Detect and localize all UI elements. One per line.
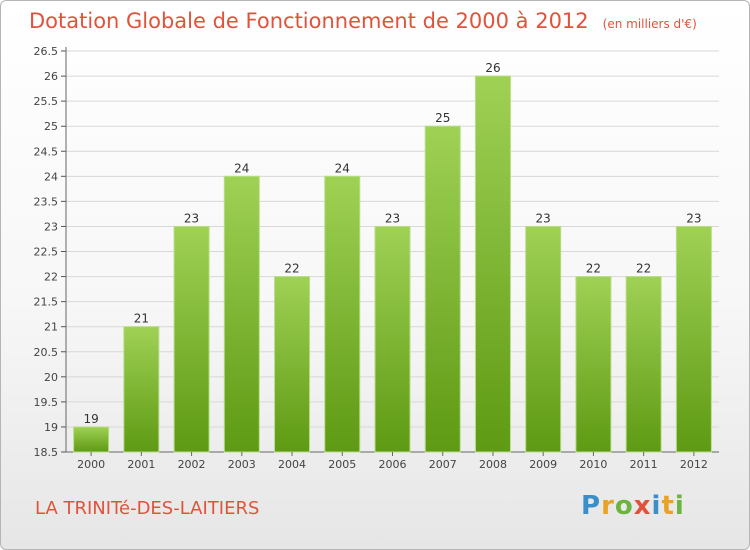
x-tick-label: 2007 [429,458,457,471]
logo-letter: i [651,491,662,521]
x-tick-label: 2009 [529,458,557,471]
bar-2007 [424,125,461,453]
bar-2012 [675,225,712,453]
data-label: 23 [385,211,400,225]
data-label: 23 [184,211,199,225]
y-tick-label: 26.5 [34,45,59,58]
logo-letter: t [661,491,675,521]
data-label: 24 [335,161,350,175]
x-tick-label: 2008 [479,458,507,471]
logo-letter: o [614,491,634,521]
y-tick-label: 19 [44,421,58,434]
bar-2006 [374,225,411,453]
proxiti-logo[interactable]: Proxiti [581,491,685,521]
x-tick-label: 2001 [127,458,155,471]
y-tick-label: 24 [44,170,58,183]
bar-2004 [274,276,311,453]
bar-2011 [625,276,662,453]
bar-2000 [73,426,110,453]
data-label: 26 [485,61,500,75]
bar-2003 [223,175,260,453]
y-tick-labels: 18.5 19 19.5 20 20.5 21 21.5 22 22.5 23 23.5 24 24.5… [34,45,59,459]
x-tick-label: 2012 [680,458,708,471]
y-tick-label: 23 [44,220,58,233]
unit-note: (en milliers d'€) [602,17,697,31]
y-tick-label: 26 [44,70,58,83]
y-tick-label: 21 [44,321,58,334]
bar-2002 [173,225,210,453]
x-tick-label: 2003 [228,458,256,471]
logo-letter: P [581,491,602,521]
y-tick-label: 21.5 [34,296,59,309]
x-tick-label: 2010 [579,458,607,471]
y-tick-label: 20.5 [34,346,59,359]
logo-letter: x [633,491,652,521]
bar-2010 [575,276,612,453]
title-text: Dotation Globale de Fonctionnement de 20… [29,9,589,33]
bar-2005 [324,175,361,453]
x-tick-label: 2004 [278,458,306,471]
y-tick-label: 20 [44,371,58,384]
x-tick-label: 2002 [178,458,206,471]
data-label: 24 [234,161,249,175]
x-tick-label: 2000 [77,458,105,471]
logo-letter: r [601,491,615,521]
chart-title: Dotation Globale de Fonctionnement de 20… [29,9,697,33]
data-label: 23 [536,211,551,225]
data-label: 21 [134,312,149,326]
y-tick-label: 25.5 [34,95,59,108]
x-tick-labels: 2000 2001 2002 2003 2004 2005 2006 2007 2008 2009… [77,452,708,471]
data-label: 19 [83,412,98,426]
data-label: 25 [435,111,450,125]
commune-name: LA TRINITé-DES-LAITIERS [35,498,260,519]
y-tick-label: 19.5 [34,396,59,409]
bar-2008 [474,75,511,453]
y-tick-label: 23.5 [34,195,59,208]
data-label: 22 [636,262,651,276]
bars [73,75,712,453]
data-label: 22 [284,262,299,276]
bar-2009 [525,225,562,453]
y-tick-label: 22 [44,271,58,284]
y-tick-label: 22.5 [34,246,59,259]
data-label: 23 [686,211,701,225]
y-tick-label: 18.5 [34,446,59,459]
x-tick-label: 2011 [630,458,658,471]
y-tick-label: 24.5 [34,145,59,158]
data-label: 22 [586,262,601,276]
logo-letter: i [674,491,685,521]
bar-2001 [123,326,160,453]
y-tick-label: 25 [44,120,58,133]
x-tick-label: 2005 [328,458,356,471]
data-labels: 19 21 23 24 22 24 23 25 26 23 22 22 23 [83,61,701,426]
x-tick-label: 2006 [379,458,407,471]
